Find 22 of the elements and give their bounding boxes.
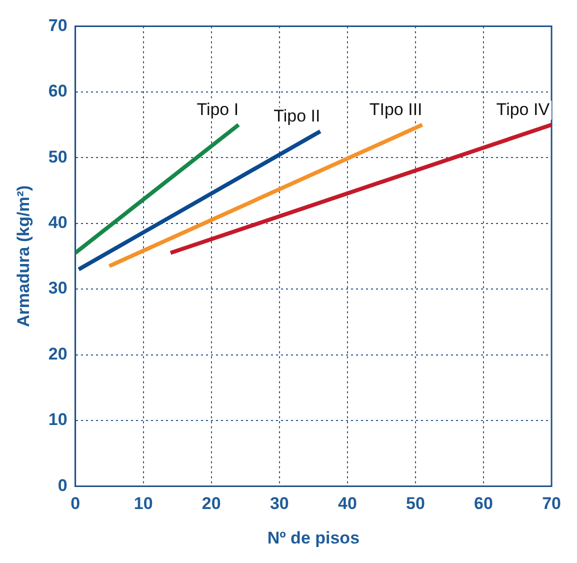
x-tick-label: 50 [406, 494, 425, 514]
x-axis-title: Nº de pisos [267, 528, 360, 548]
x-tick-label: 10 [134, 494, 153, 514]
y-tick-label: 40 [48, 213, 68, 232]
y-tick-label: 10 [48, 410, 68, 430]
x-tick-label: 0 [70, 494, 80, 514]
y-tick-label: 50 [48, 147, 68, 166]
series-label: TIpo III [369, 100, 422, 119]
y-axis-title: Armadura (kg/m²) [14, 185, 33, 328]
x-tick-label: 70 [542, 494, 562, 514]
y-tick-label: 70 [48, 16, 68, 35]
series-label: Tipo II [274, 106, 320, 126]
x-tick-label: 40 [338, 494, 357, 514]
y-tick-label: 30 [48, 278, 68, 298]
y-tick-label: 0 [58, 476, 68, 495]
x-tick-label: 20 [202, 494, 221, 514]
series-label: Tipo IV [496, 100, 550, 119]
y-tick-label: 60 [48, 82, 68, 101]
series-label: Tipo I [196, 100, 239, 119]
x-tick-label: 60 [474, 494, 493, 514]
x-tick-label: 30 [270, 494, 289, 514]
y-tick-label: 20 [48, 344, 68, 364]
